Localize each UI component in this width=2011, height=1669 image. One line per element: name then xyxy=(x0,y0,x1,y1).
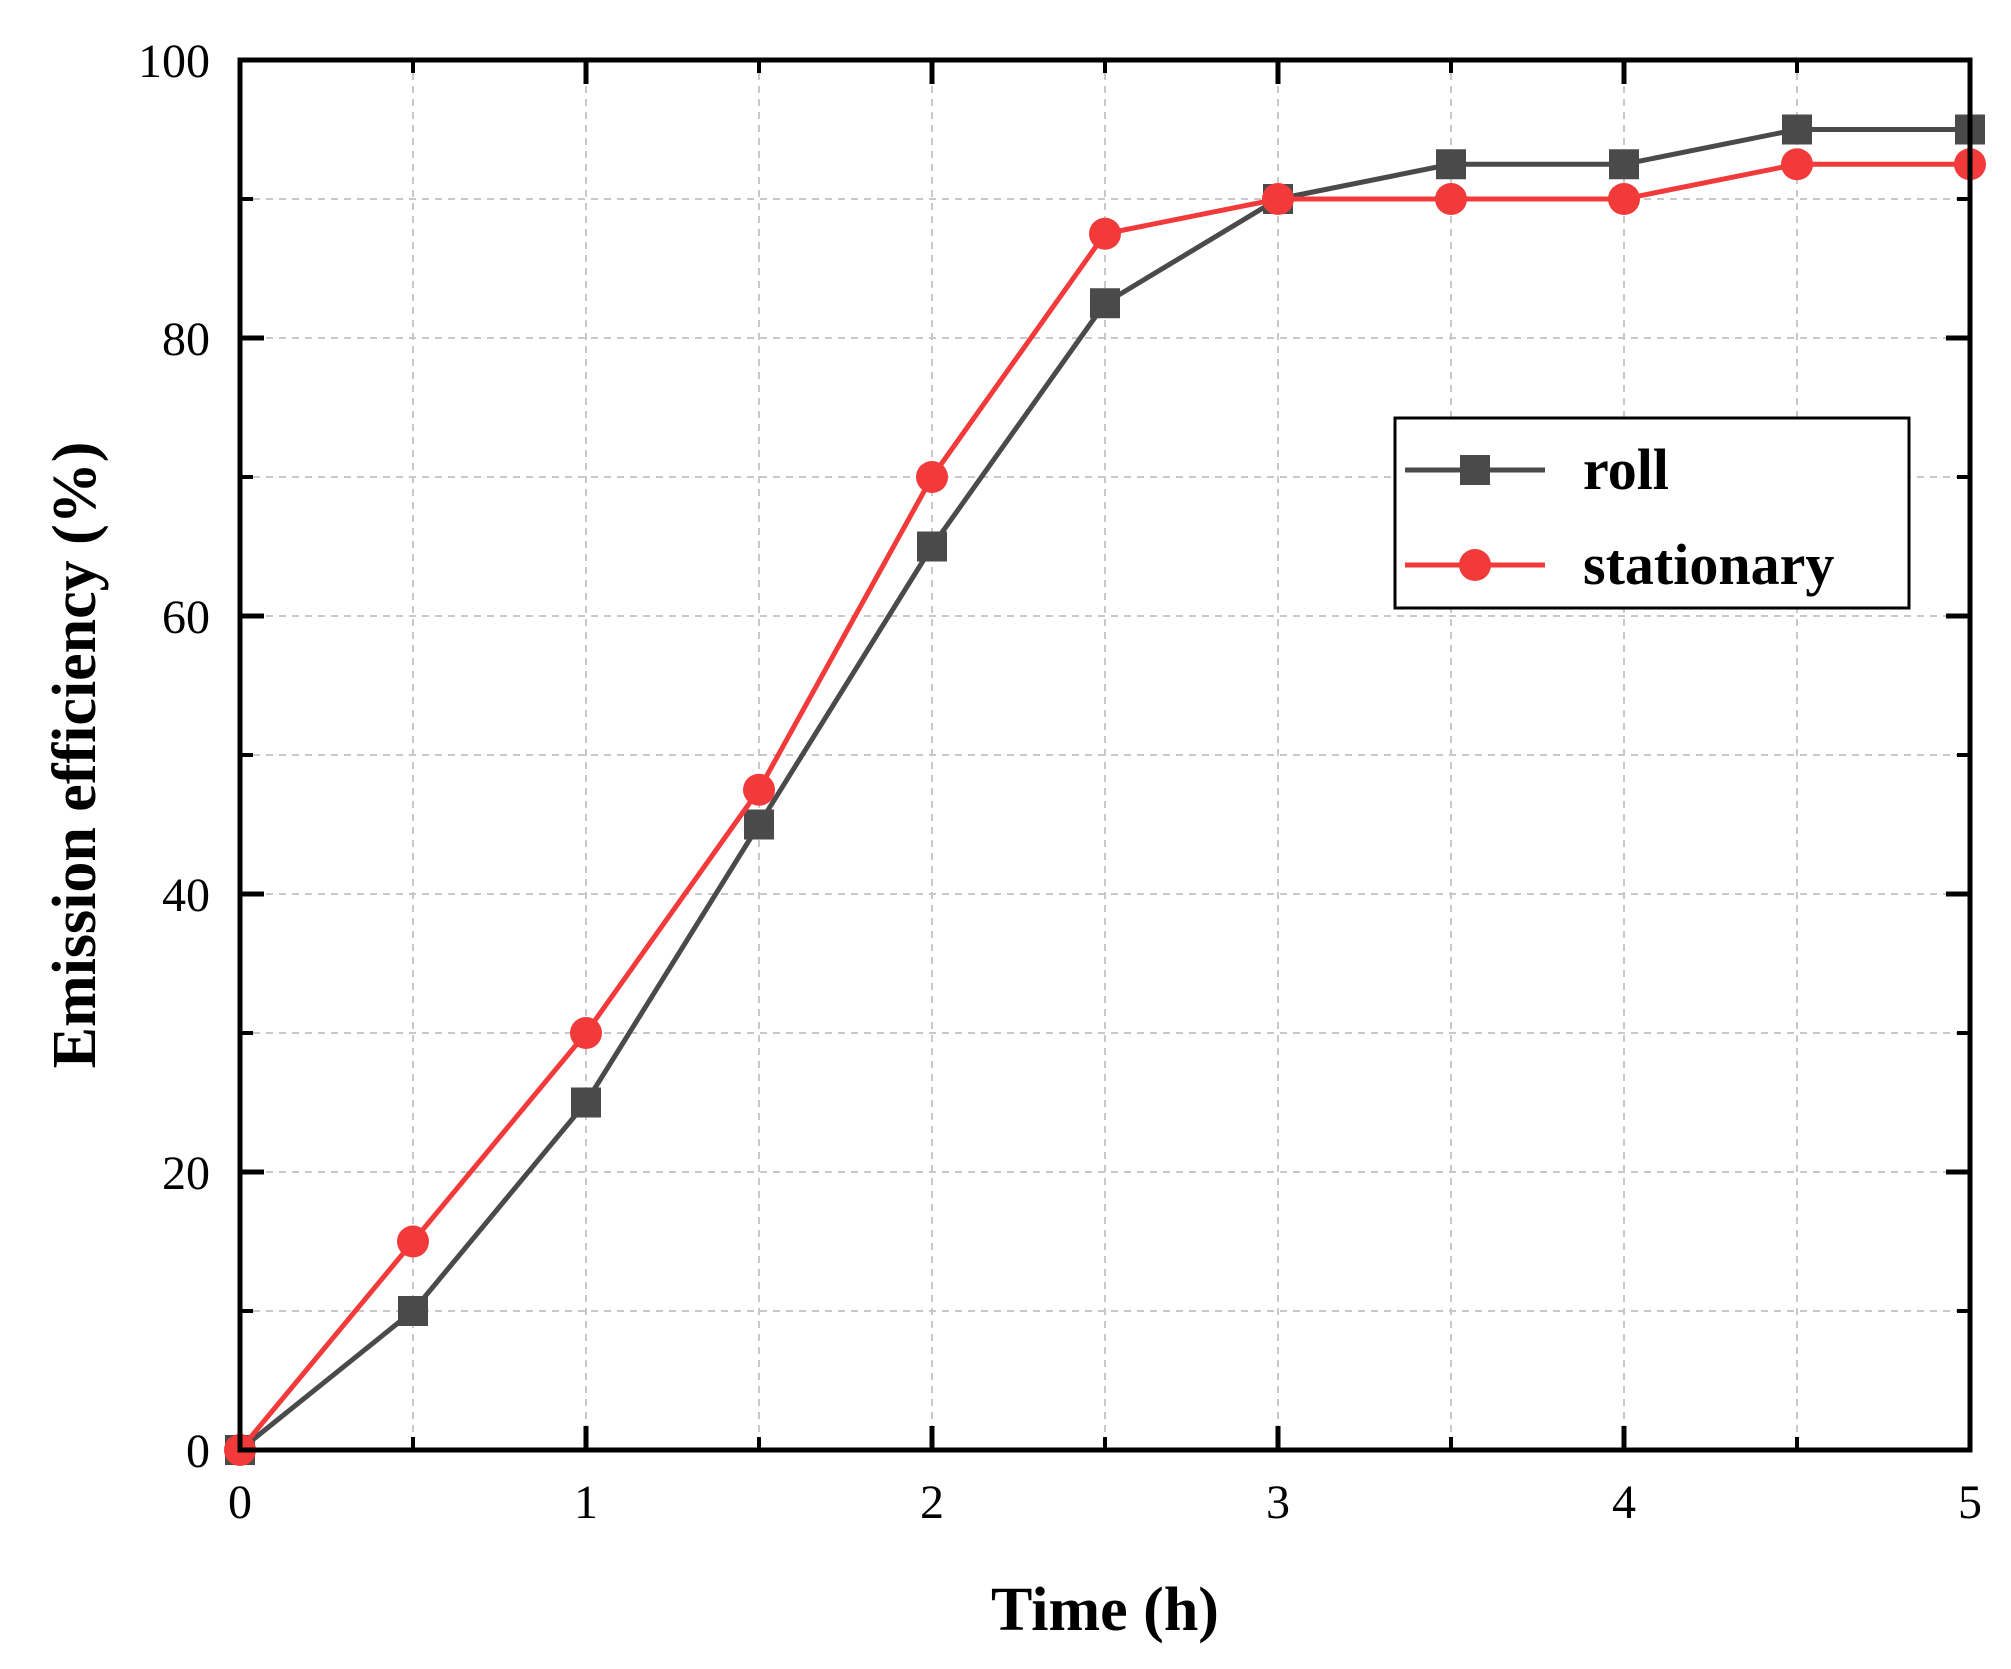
legend-item-stationary: stationary xyxy=(1405,532,1834,597)
series-stationary xyxy=(224,148,1986,1466)
data-point-roll xyxy=(398,1296,428,1326)
axis-ticks xyxy=(237,57,1973,1453)
legend-label-stationary: stationary xyxy=(1583,532,1834,597)
legend-marker-stationary xyxy=(1459,549,1491,581)
legend: roll stationary xyxy=(1393,416,1911,610)
legend-label-roll: roll xyxy=(1583,437,1669,502)
x-tick-label: 2 xyxy=(920,1476,944,1529)
data-point-stationary xyxy=(916,461,948,493)
data-point-roll xyxy=(571,1087,601,1118)
data-point-stationary xyxy=(1781,148,1813,181)
y-tick-label: 80 xyxy=(162,313,210,366)
data-point-stationary xyxy=(1435,183,1467,215)
y-tick-label: 100 xyxy=(138,35,210,88)
data-point-stationary xyxy=(1089,217,1121,250)
data-point-roll xyxy=(1436,149,1466,180)
y-tick-label: 20 xyxy=(162,1147,210,1200)
x-tick-label: 1 xyxy=(574,1476,598,1529)
data-point-stationary xyxy=(397,1225,429,1258)
data-point-stationary xyxy=(1262,183,1294,215)
data-point-roll xyxy=(917,531,947,562)
x-tick-label: 3 xyxy=(1266,1476,1290,1529)
y-tick-label: 60 xyxy=(162,591,210,644)
tick-labels: 0 1 2 3 4 5 0 20 40 60 80 100 xyxy=(138,35,1982,1529)
legend-item-roll: roll xyxy=(1405,437,1669,502)
data-point-roll xyxy=(1090,288,1120,319)
data-point-roll xyxy=(1782,114,1812,145)
y-tick-label: 0 xyxy=(186,1425,210,1478)
x-tick-label: 0 xyxy=(228,1476,252,1529)
x-tick-label: 5 xyxy=(1958,1476,1982,1529)
legend-marker-roll xyxy=(1460,455,1490,485)
series-layer xyxy=(224,114,1986,1466)
data-point-roll xyxy=(744,809,774,840)
data-point-stationary xyxy=(743,773,775,806)
data-point-stationary xyxy=(1608,183,1640,215)
x-axis-title: Time (h) xyxy=(991,1576,1219,1644)
data-point-stationary xyxy=(570,1017,602,1049)
y-tick-label: 40 xyxy=(162,869,210,922)
y-axis-title: Emission efficiency (%) xyxy=(41,442,109,1069)
x-tick-label: 4 xyxy=(1612,1476,1636,1529)
data-point-roll xyxy=(1609,149,1639,180)
